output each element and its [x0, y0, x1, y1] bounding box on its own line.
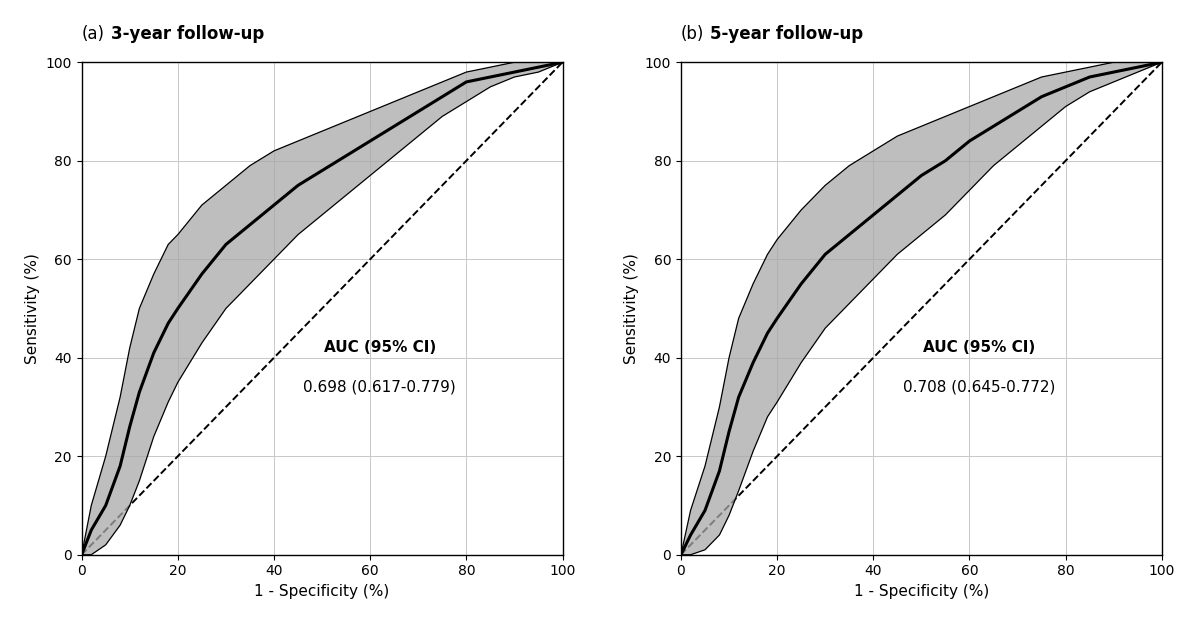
Polygon shape [82, 62, 563, 555]
Text: 0.698 (0.617-0.779): 0.698 (0.617-0.779) [304, 380, 456, 395]
Text: AUC (95% CI): AUC (95% CI) [923, 340, 1036, 356]
Text: (a): (a) [82, 24, 104, 42]
Polygon shape [680, 62, 1162, 555]
Text: 3-year follow-up: 3-year follow-up [110, 24, 264, 42]
X-axis label: 1 - Specificity (%): 1 - Specificity (%) [254, 584, 390, 599]
Y-axis label: Sensitivity (%): Sensitivity (%) [25, 253, 40, 364]
Y-axis label: Sensitivity (%): Sensitivity (%) [624, 253, 640, 364]
X-axis label: 1 - Specificity (%): 1 - Specificity (%) [853, 584, 989, 599]
Text: 5-year follow-up: 5-year follow-up [710, 24, 863, 42]
Text: (b): (b) [680, 24, 704, 42]
Text: AUC (95% CI): AUC (95% CI) [324, 340, 436, 356]
Text: 0.708 (0.645-0.772): 0.708 (0.645-0.772) [902, 380, 1055, 395]
